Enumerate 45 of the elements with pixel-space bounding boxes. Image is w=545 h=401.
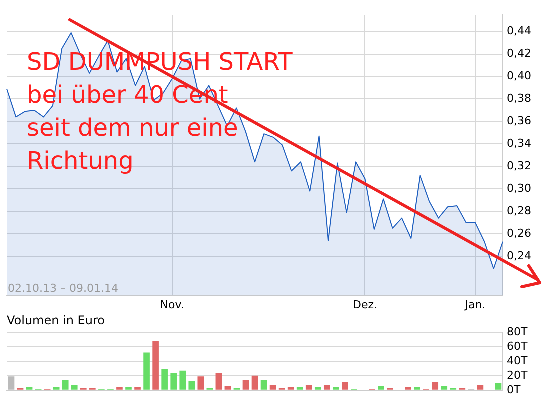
y-tick-label: 0,36	[507, 114, 532, 128]
x-tick-label: Dez.	[352, 298, 378, 312]
bar	[260, 380, 268, 390]
annotation: 02.10.13 – 09.01.14	[8, 282, 118, 296]
bar	[188, 380, 196, 390]
y-tick-label: 0,34	[507, 137, 532, 150]
bar	[71, 385, 78, 390]
bar	[242, 380, 250, 390]
bar	[324, 385, 330, 390]
bar	[432, 382, 439, 390]
y-tick-label: 40T	[507, 354, 528, 368]
bar	[495, 383, 502, 390]
y-tick-label: 0,24	[507, 249, 532, 262]
bar	[198, 376, 204, 390]
bar	[62, 380, 69, 390]
y-tick-label: 80T	[507, 325, 528, 338]
y-tick-label: 0,38	[507, 92, 532, 106]
y-tick-label: 0,28	[507, 204, 532, 218]
chart-title: Volumen in Euro	[7, 313, 106, 328]
bar	[306, 385, 312, 390]
bar	[224, 386, 232, 390]
bar	[252, 376, 258, 390]
y-tick-label: 0,44	[507, 24, 532, 38]
y-tick-label: 0,32	[507, 159, 532, 172]
bar	[8, 376, 15, 390]
y-tick-label: 0T	[507, 383, 521, 396]
y-tick-label: 0,30	[507, 182, 532, 195]
bar	[216, 373, 222, 390]
bar	[342, 382, 348, 390]
y-tick-label: 0,26	[507, 226, 532, 240]
y-tick-label: 60T	[507, 340, 528, 353]
x-tick-label: Jan.	[464, 298, 486, 312]
bar	[270, 385, 276, 390]
y-tick-label: 0,40	[507, 70, 532, 83]
bar	[162, 369, 168, 390]
bar	[144, 352, 150, 390]
bar	[152, 341, 159, 390]
y-tick-label: 0,42	[507, 47, 532, 60]
bar	[180, 370, 186, 390]
x-tick-label: Nov.	[160, 298, 184, 312]
bar	[170, 373, 177, 390]
bar	[378, 386, 384, 390]
bar	[441, 386, 448, 390]
y-tick-label: 20T	[507, 368, 528, 382]
bar	[477, 385, 484, 390]
